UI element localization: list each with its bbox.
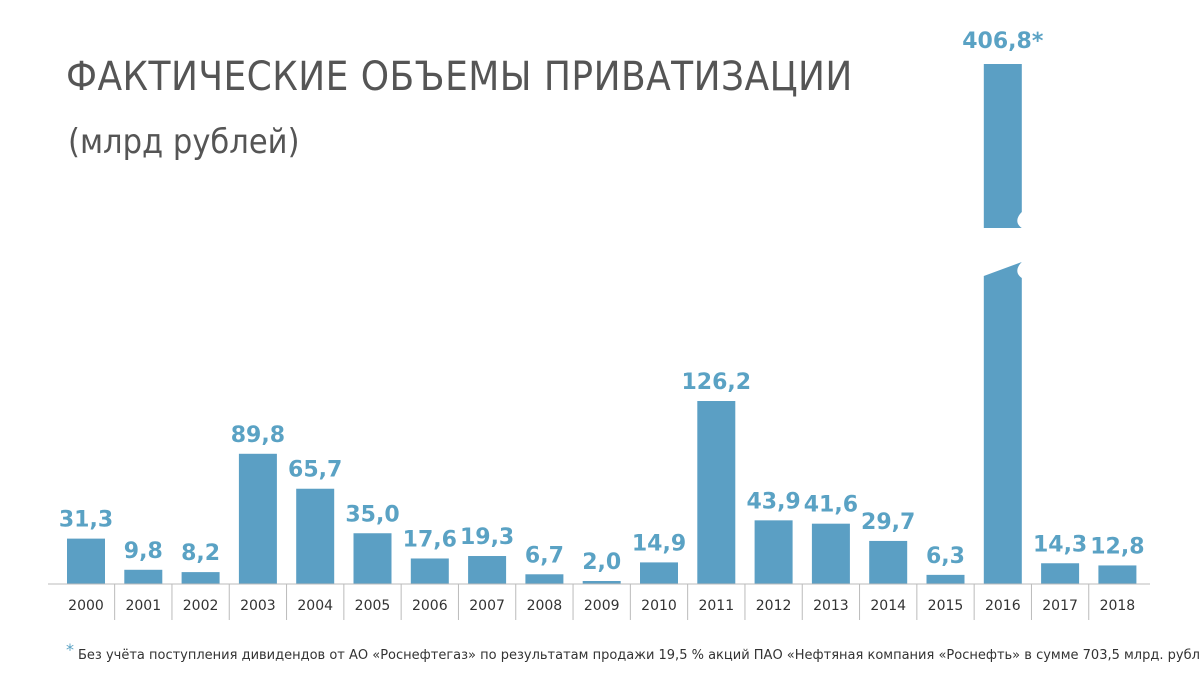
bar-2016-bottom: [983, 262, 1022, 584]
x-tick-label-2011: 2011: [698, 598, 734, 614]
bar-2002: [181, 572, 220, 584]
bar-2011: [697, 401, 736, 584]
bar-2010: [640, 562, 678, 584]
value-label-2004: 65,7: [288, 458, 342, 483]
bar-2009: [582, 581, 621, 584]
x-tick-label-2010: 2010: [641, 598, 677, 614]
x-tick-label-2001: 2001: [125, 598, 161, 614]
x-tick-label-2016: 2016: [985, 598, 1021, 614]
footnote-text: Без учёта поступления дивидендов от АО «…: [78, 648, 1200, 663]
x-tick-label-2003: 2003: [240, 598, 276, 614]
bar-2006: [410, 558, 449, 584]
x-tick-label-2008: 2008: [527, 598, 563, 614]
value-label-2018: 12,8: [1090, 534, 1144, 559]
bar-2017: [1041, 563, 1080, 584]
x-tick-label-2013: 2013: [813, 598, 849, 614]
x-tick-label-2007: 2007: [469, 598, 505, 614]
bar-2008: [525, 574, 564, 584]
value-label-2007: 19,3: [460, 525, 514, 550]
x-tick-label-2004: 2004: [297, 598, 333, 614]
x-tick-label-2006: 2006: [412, 598, 448, 614]
footnote: * Без учёта поступления дивидендов от АО …: [66, 640, 1200, 663]
value-labels-group: 31,3 9,8 8,2 89,865,735,017,6 19,3 6,7 2,0 14,9…: [59, 29, 1145, 575]
bar-2007: [468, 556, 507, 584]
x-tick-label-2012: 2012: [756, 598, 792, 614]
x-tick-label-2009: 2009: [584, 598, 620, 614]
value-label-2010: 14,9: [632, 531, 686, 556]
x-tick-label-2014: 2014: [870, 598, 906, 614]
x-axis: [48, 583, 1150, 620]
bar-2018: [1098, 565, 1137, 584]
bar-2001: [124, 569, 163, 584]
value-label-2008: 6,7: [525, 543, 564, 568]
value-label-2017: 14,3: [1033, 532, 1087, 557]
value-label-2001: 9,8: [124, 539, 163, 564]
bar-2013: [811, 523, 850, 584]
value-label-2002: 8,2: [181, 541, 220, 566]
value-label-2015: 6,3: [926, 544, 965, 569]
x-tick-label-2017: 2017: [1042, 598, 1078, 614]
x-tick-label-2005: 2005: [355, 598, 391, 614]
x-tick-label-2000: 2000: [68, 598, 104, 614]
bar-2012: [754, 520, 793, 584]
x-tick-label-2002: 2002: [183, 598, 219, 614]
bar-2000: [67, 538, 105, 584]
value-label-2012: 43,9: [746, 489, 800, 514]
chart-title: ФАКТИЧЕСКИЕ ОБЪЕМЫ ПРИВАТИЗАЦИИ: [66, 54, 853, 100]
value-label-2009: 2,0: [582, 550, 621, 575]
bar-2016-top: [983, 64, 1022, 228]
value-label-2003: 89,8: [231, 423, 285, 448]
value-label-2016: 406,8*: [962, 29, 1044, 54]
x-tick-label-2015: 2015: [928, 598, 964, 614]
bar-2004: [296, 488, 335, 584]
bars-group: [67, 64, 1137, 584]
bar-2005: [353, 533, 392, 584]
x-tick-labels-group: 2000 2001 2002 2003 2004 2005 2006 2007 2008 2009…: [68, 598, 1135, 614]
bar-2014: [869, 540, 908, 584]
chart-subtitle: (млрд рублей): [68, 122, 300, 162]
value-label-2014: 29,7: [861, 510, 915, 535]
x-tick-label-2018: 2018: [1100, 598, 1136, 614]
value-label-2005: 35,0: [345, 502, 399, 527]
value-label-2006: 17,6: [403, 527, 457, 552]
value-label-2013: 41,6: [804, 493, 858, 518]
value-label-2000: 31,3: [59, 508, 113, 533]
bar-2003: [238, 453, 277, 584]
value-label-2011: 126,2: [682, 370, 752, 395]
footnote-marker: *: [66, 640, 74, 659]
bar-2015: [926, 574, 965, 584]
